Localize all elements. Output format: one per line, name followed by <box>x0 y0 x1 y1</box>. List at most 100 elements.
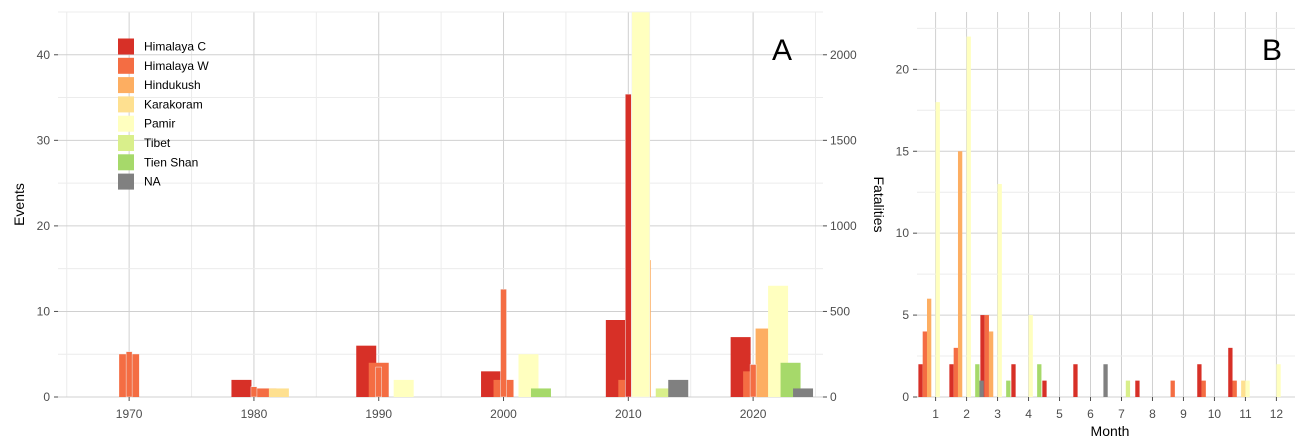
x-tick-label: 2020 <box>740 407 767 421</box>
bar-month <box>1241 380 1246 397</box>
x-tick-label: 7 <box>1118 407 1125 421</box>
y-tick-label: 5 <box>902 308 909 322</box>
y-tick-label: 10 <box>37 304 51 318</box>
bar-month <box>957 151 963 397</box>
bar-month <box>953 347 958 397</box>
legend-label: Himalaya C <box>144 40 206 54</box>
x-tick-label: 4 <box>1025 407 1032 421</box>
bar-month <box>949 364 954 397</box>
bar-month <box>1042 380 1047 397</box>
bar-month <box>979 380 984 397</box>
bar-month <box>980 315 985 397</box>
legend-swatch <box>118 57 134 74</box>
y2-axis-label: Fatalities <box>871 176 887 232</box>
y-tick-label: 0 <box>43 390 50 404</box>
bar-fatalities <box>631 11 651 398</box>
x-tick-label: 6 <box>1087 407 1094 421</box>
legend-label: Karakoram <box>144 97 203 111</box>
bar-month <box>918 364 923 397</box>
bar-month <box>1135 380 1140 397</box>
legend-swatch <box>118 115 134 132</box>
bar-events <box>668 379 689 397</box>
bar-fatalities <box>749 364 757 398</box>
legend-swatch <box>118 135 134 151</box>
bar-fatalities <box>625 93 632 398</box>
panel-b <box>913 12 1295 401</box>
bar-events <box>518 354 539 397</box>
bar-events <box>268 388 289 397</box>
panel-letter-b: B <box>1262 34 1282 67</box>
bar-events <box>793 388 814 397</box>
bar-events <box>530 388 551 397</box>
x-tick-label: 10 <box>1208 407 1222 421</box>
bar-month <box>975 364 980 397</box>
bar-month <box>997 184 1002 397</box>
bar-fatalities <box>125 351 133 398</box>
y2-tick-label: 1000 <box>830 219 857 233</box>
bar-month <box>1006 380 1011 397</box>
bar-month <box>1037 364 1042 397</box>
bar-month <box>1276 364 1281 397</box>
x-tick-label: 5 <box>1056 407 1063 421</box>
bar-month <box>1201 380 1206 397</box>
bar-events <box>605 320 626 397</box>
bar-month <box>1197 364 1202 397</box>
bar-month <box>966 36 971 398</box>
y-axis-label: Events <box>11 183 27 226</box>
bar-events <box>655 388 676 397</box>
bar-month <box>988 331 994 397</box>
legend-label: Tibet <box>144 136 171 150</box>
bar-fatalities <box>250 386 258 398</box>
bar-month <box>1228 347 1233 397</box>
legend-label: Himalaya W <box>144 59 209 73</box>
panel-letter-a: A <box>772 34 792 67</box>
legend-label: Hindukush <box>144 78 201 92</box>
x-axis-label: Month <box>1091 423 1130 439</box>
bar-events <box>393 379 414 397</box>
y-tick-label: 15 <box>896 144 910 158</box>
x-tick-label: 2 <box>963 407 970 421</box>
panel-a <box>54 11 827 401</box>
y2-tick-label: 500 <box>830 304 850 318</box>
x-tick-label: 1970 <box>116 407 143 421</box>
legend-swatch <box>118 77 134 94</box>
bar-month <box>1011 364 1016 397</box>
x-tick-label: 12 <box>1270 407 1284 421</box>
bar-month <box>1073 364 1078 397</box>
y-tick-label: 10 <box>896 226 910 240</box>
bar-month <box>1232 380 1237 397</box>
bar-month <box>922 331 927 397</box>
legend-swatch <box>118 96 134 113</box>
x-tick-label: 11 <box>1239 407 1252 421</box>
bar-month <box>1170 380 1175 397</box>
legend-label: Tien Shan <box>144 155 198 169</box>
y-tick-label: 0 <box>902 390 909 404</box>
bar-fatalities <box>500 288 507 398</box>
legend-swatch <box>118 154 134 171</box>
bar-month <box>935 102 940 397</box>
legend-label: Pamir <box>144 117 175 131</box>
x-tick-label: 2010 <box>615 407 642 421</box>
x-tick-label: 1 <box>932 407 939 421</box>
x-tick-label: 8 <box>1149 407 1156 421</box>
x-tick-label: 3 <box>994 407 1001 421</box>
bar-month <box>1028 315 1033 397</box>
x-tick-label: 2000 <box>490 407 517 421</box>
bar-events <box>256 388 277 397</box>
y2-tick-label: 2000 <box>830 48 857 62</box>
y2-tick-label: 0 <box>830 390 837 404</box>
y-tick-label: 20 <box>37 219 51 233</box>
bar-month <box>926 298 932 397</box>
bar-month <box>984 315 989 397</box>
legend-swatch <box>118 173 134 190</box>
x-tick-label: 1990 <box>365 407 392 421</box>
bar-events <box>231 379 252 397</box>
x-tick-label: 9 <box>1180 407 1187 421</box>
bar-month <box>1103 364 1108 397</box>
y-tick-label: 30 <box>37 133 51 147</box>
legend-swatch <box>118 38 134 55</box>
x-tick-label: 1980 <box>241 407 268 421</box>
bar-fatalities <box>375 366 382 398</box>
